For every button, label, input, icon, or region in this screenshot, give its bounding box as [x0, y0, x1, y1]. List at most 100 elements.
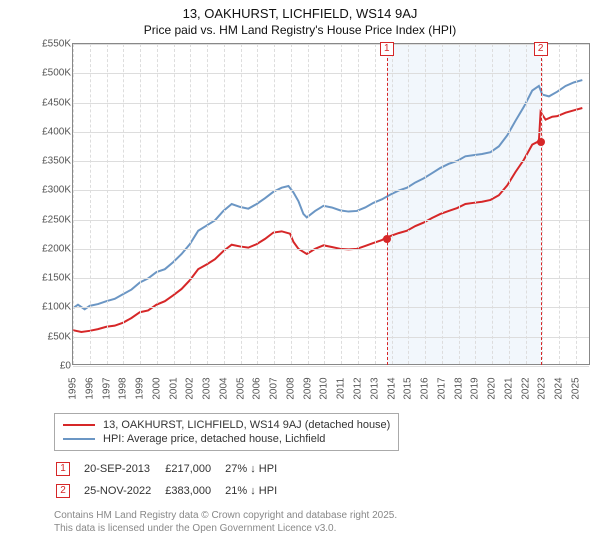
y-tick-label: £100K	[31, 302, 71, 313]
gridline-h	[73, 220, 589, 221]
gridline-v	[274, 44, 275, 364]
sale-point-2	[537, 138, 545, 146]
attribution-line-1: Contains HM Land Registry data © Crown c…	[54, 509, 590, 522]
x-tick-label: 1995	[68, 374, 79, 404]
x-tick-label: 1997	[101, 374, 112, 404]
y-tick-label: £300K	[31, 185, 71, 196]
x-tick-label: 2011	[336, 374, 347, 404]
gridline-v	[308, 44, 309, 364]
marker-line	[387, 43, 388, 365]
series-line-hpi	[73, 80, 582, 309]
x-tick-label: 2004	[218, 374, 229, 404]
x-tick-label: 2001	[168, 374, 179, 404]
gridline-v	[291, 44, 292, 364]
x-tick-label: 2023	[537, 374, 548, 404]
x-tick-label: 2003	[202, 374, 213, 404]
y-tick-label: £550K	[31, 39, 71, 50]
gridline-v	[358, 44, 359, 364]
chart-title: 13, OAKHURST, LICHFIELD, WS14 9AJ	[10, 6, 590, 21]
legend-label: 13, OAKHURST, LICHFIELD, WS14 9AJ (detac…	[103, 419, 390, 431]
y-tick-label: £0	[31, 361, 71, 372]
x-tick-label: 2008	[285, 374, 296, 404]
gridline-h	[73, 307, 589, 308]
gridline-v	[190, 44, 191, 364]
legend-box: 13, OAKHURST, LICHFIELD, WS14 9AJ (detac…	[54, 413, 399, 451]
gridline-v	[475, 44, 476, 364]
legend-label: HPI: Average price, detached house, Lich…	[103, 433, 325, 445]
sale-marker-ref: 2	[56, 484, 70, 498]
gridline-v	[241, 44, 242, 364]
gridline-v	[73, 44, 74, 364]
sale-vs-hpi: 21% ↓ HPI	[225, 481, 289, 501]
x-tick-label: 2024	[554, 374, 565, 404]
x-tick-label: 1998	[118, 374, 129, 404]
gridline-v	[542, 44, 543, 364]
x-tick-label: 2012	[352, 374, 363, 404]
x-tick-label: 2019	[470, 374, 481, 404]
gridline-v	[408, 44, 409, 364]
gridline-h	[73, 249, 589, 250]
x-tick-label: 2014	[386, 374, 397, 404]
gridline-v	[392, 44, 393, 364]
gridline-h	[73, 190, 589, 191]
attribution-text: Contains HM Land Registry data © Crown c…	[54, 509, 590, 535]
gridline-h	[73, 44, 589, 45]
x-tick-label: 2010	[319, 374, 330, 404]
marker-line	[541, 43, 542, 365]
y-tick-label: £50K	[31, 331, 71, 342]
gridline-v	[375, 44, 376, 364]
legend-swatch	[63, 438, 95, 440]
plot-region: £0£50K£100K£150K£200K£250K£300K£350K£400…	[72, 43, 590, 365]
gridline-v	[207, 44, 208, 364]
y-tick-label: £400K	[31, 126, 71, 137]
x-tick-label: 2016	[420, 374, 431, 404]
gridline-v	[90, 44, 91, 364]
y-tick-label: £150K	[31, 273, 71, 284]
x-tick-label: 2020	[487, 374, 498, 404]
sale-row: 120-SEP-2013£217,00027% ↓ HPI	[56, 459, 289, 479]
x-tick-label: 2017	[436, 374, 447, 404]
x-tick-label: 1996	[84, 374, 95, 404]
gridline-h	[73, 132, 589, 133]
sale-row: 225-NOV-2022£383,00021% ↓ HPI	[56, 481, 289, 501]
sale-price: £217,000	[165, 459, 223, 479]
gridline-v	[576, 44, 577, 364]
chart-lines	[73, 44, 589, 364]
x-tick-label: 2025	[570, 374, 581, 404]
legend-row: HPI: Average price, detached house, Lich…	[63, 432, 390, 446]
sale-point-1	[383, 235, 391, 243]
gridline-v	[174, 44, 175, 364]
gridline-h	[73, 161, 589, 162]
gridline-v	[224, 44, 225, 364]
legend-row: 13, OAKHURST, LICHFIELD, WS14 9AJ (detac…	[63, 418, 390, 432]
gridline-v	[526, 44, 527, 364]
marker-label: 2	[534, 42, 548, 56]
chart-area: £0£50K£100K£150K£200K£250K£300K£350K£400…	[30, 43, 590, 401]
y-tick-label: £450K	[31, 97, 71, 108]
x-tick-label: 2009	[302, 374, 313, 404]
gridline-v	[442, 44, 443, 364]
gridline-h	[73, 73, 589, 74]
y-tick-label: £200K	[31, 243, 71, 254]
gridline-v	[425, 44, 426, 364]
sale-marker-ref: 1	[56, 462, 70, 476]
legend-swatch	[63, 424, 95, 426]
gridline-v	[559, 44, 560, 364]
y-tick-label: £250K	[31, 214, 71, 225]
gridline-h	[73, 103, 589, 104]
x-tick-label: 2022	[520, 374, 531, 404]
sale-price: £383,000	[165, 481, 223, 501]
gridline-h	[73, 278, 589, 279]
attribution-line-2: This data is licensed under the Open Gov…	[54, 522, 590, 535]
x-tick-label: 2021	[503, 374, 514, 404]
gridline-v	[157, 44, 158, 364]
x-tick-label: 2013	[369, 374, 380, 404]
x-tick-label: 2007	[269, 374, 280, 404]
gridline-v	[509, 44, 510, 364]
gridline-v	[459, 44, 460, 364]
gridline-v	[324, 44, 325, 364]
x-tick-label: 2002	[185, 374, 196, 404]
gridline-v	[257, 44, 258, 364]
gridline-v	[492, 44, 493, 364]
gridline-v	[140, 44, 141, 364]
